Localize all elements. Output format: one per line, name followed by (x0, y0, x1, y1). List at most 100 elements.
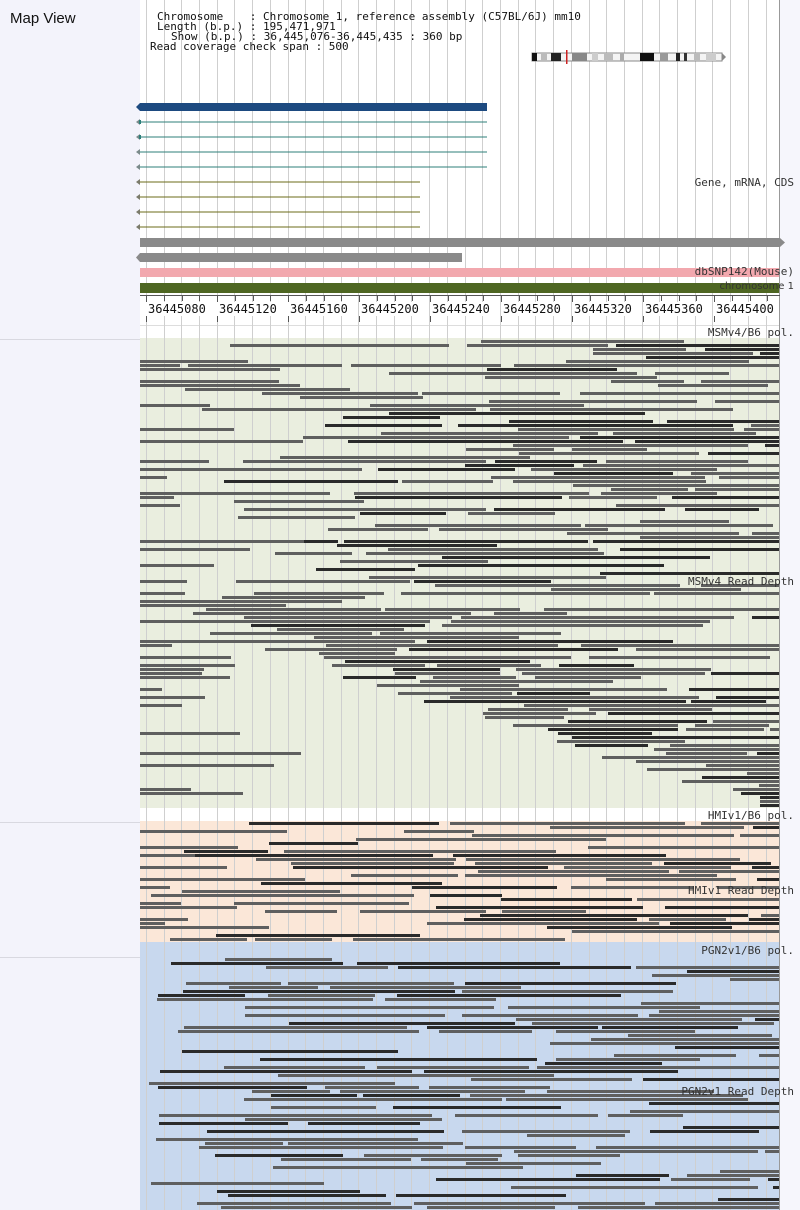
read-segment (199, 1146, 443, 1149)
read-segment (575, 744, 648, 747)
read-segment (647, 768, 800, 771)
read-segment (667, 420, 800, 423)
read-segment (245, 1006, 494, 1009)
read-segment (325, 424, 442, 427)
read-segment (649, 918, 726, 921)
read-segment (593, 348, 686, 351)
read-segment (614, 1054, 736, 1057)
read-segment (266, 966, 388, 969)
read-segment (221, 1206, 412, 1209)
read-segment (140, 620, 307, 623)
read-segment (664, 862, 771, 865)
read-segment (567, 532, 739, 535)
read-segment (665, 906, 800, 909)
read-segment (551, 588, 741, 591)
axis-tick (661, 295, 662, 301)
read-segment (381, 432, 598, 435)
axis-tick-label: 36445240 (430, 302, 492, 316)
pgn-depth-label: PGN2v1 Read Depth (681, 1085, 794, 1098)
grid-line (589, 0, 590, 1210)
left-label-panel (0, 0, 140, 1210)
read-segment (517, 692, 590, 695)
grid-line (341, 0, 342, 1210)
read-segment (418, 564, 664, 567)
read-segment (465, 982, 676, 985)
read-segment (366, 552, 604, 555)
read-segment (308, 1122, 420, 1125)
read-segment (385, 608, 520, 611)
read-segment (494, 508, 665, 511)
read-segment (491, 476, 705, 479)
read-segment (751, 424, 800, 427)
read-segment (429, 1086, 550, 1089)
read-segment (580, 392, 800, 395)
read-segment (182, 890, 340, 893)
read-segment (494, 612, 567, 615)
read-segment (654, 748, 800, 751)
read-segment (140, 640, 293, 643)
read-segment (487, 368, 617, 371)
axis-tick (199, 295, 200, 301)
read-segment (583, 464, 800, 467)
msm-pol-label: MSMv4/B6 pol. (707, 326, 794, 339)
chromosome-ideogram-icon[interactable] (0, 0, 800, 80)
read-segment (518, 1154, 620, 1157)
read-segment (140, 926, 269, 929)
read-segment (284, 850, 556, 853)
read-segment (252, 1090, 330, 1093)
read-segment (545, 1062, 662, 1065)
read-segment (462, 1130, 630, 1133)
read-segment (288, 1142, 463, 1145)
read-segment (162, 604, 286, 607)
read-segment (713, 720, 800, 723)
axis-tick (554, 295, 555, 301)
hmi-depth-label: HMIv1 Read Depth (688, 884, 794, 897)
read-segment (581, 644, 800, 647)
read-segment (436, 1178, 660, 1181)
read-segment (184, 850, 268, 853)
read-segment (578, 1206, 800, 1209)
read-segment (685, 508, 759, 511)
read-segment (222, 596, 365, 599)
read-segment (620, 548, 800, 551)
read-segment (558, 732, 652, 735)
read-segment (427, 1026, 598, 1029)
read-segment (255, 938, 332, 941)
right-separator (779, 0, 780, 1210)
read-segment (613, 432, 756, 435)
axis-tick (625, 295, 626, 301)
read-segment (466, 448, 554, 451)
read-segment (733, 788, 800, 791)
read-segment (649, 1102, 800, 1105)
read-segment (348, 440, 623, 443)
read-segment (485, 716, 564, 719)
axis-tick (377, 295, 378, 301)
read-segment (652, 974, 800, 977)
read-segment (271, 1106, 376, 1109)
read-segment (635, 440, 784, 443)
read-segment (556, 1058, 700, 1061)
read-segment (393, 668, 500, 671)
read-segment (360, 910, 486, 913)
axis-tick (164, 295, 165, 301)
read-segment (343, 416, 440, 419)
mrna-teal-group (136, 119, 487, 170)
read-segment (325, 1086, 419, 1089)
read-segment (537, 1066, 779, 1069)
read-segment (193, 612, 471, 615)
read-segment (421, 1158, 498, 1161)
axis-tick (324, 295, 325, 301)
read-segment (224, 480, 398, 483)
read-segment (566, 360, 749, 363)
read-segment (140, 788, 191, 791)
read-segment (420, 680, 613, 683)
read-segment (149, 1082, 395, 1085)
read-segment (436, 906, 643, 909)
read-segment (330, 986, 521, 989)
read-segment (616, 344, 800, 347)
read-segment (506, 1098, 748, 1101)
read-segment (225, 958, 332, 961)
read-segment (458, 424, 733, 427)
read-segment (216, 934, 420, 937)
read-segment (357, 962, 560, 965)
